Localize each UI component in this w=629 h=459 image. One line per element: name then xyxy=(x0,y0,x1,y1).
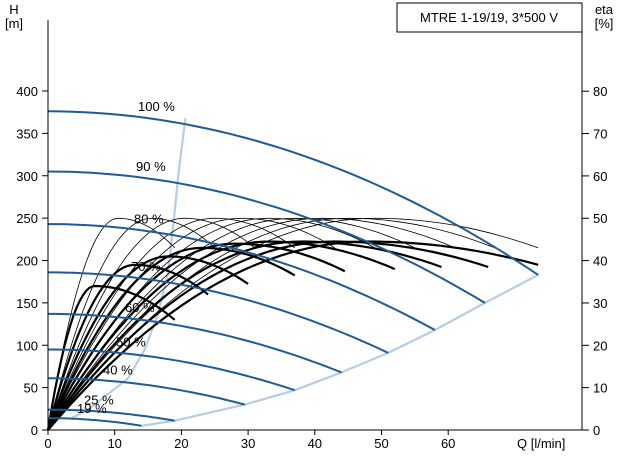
thick-efficiency-curve-9 xyxy=(47,240,539,431)
speed-label-70pct: 70 % xyxy=(131,259,161,274)
speed-label-60pct: 60 % xyxy=(125,300,155,315)
y-right-tick-label: 40 xyxy=(593,254,607,269)
y-left-tick-label: 350 xyxy=(16,126,38,141)
y-right-tick-label: 20 xyxy=(593,338,607,353)
speed-label-19pct: 19 % xyxy=(77,401,107,416)
speed-label-40pct: 40 % xyxy=(103,362,133,377)
thick-efficiency-curve-3 xyxy=(46,255,249,431)
y-left-tick-label: 250 xyxy=(16,211,38,226)
thick-efficiency-curve-8 xyxy=(47,240,489,431)
y-left-unit: [m] xyxy=(5,16,23,31)
x-axis-label: Q [l/min] xyxy=(517,436,565,451)
y-left-symbol: H xyxy=(9,2,18,17)
head-curve-90pct xyxy=(47,170,486,304)
speed-label-90pct: 90 % xyxy=(136,159,166,174)
head-curve-60pct xyxy=(48,312,342,374)
head-curve-19pct xyxy=(48,417,142,427)
thin-efficiency-curve-4 xyxy=(47,217,296,431)
y-right-tick-label: 80 xyxy=(593,84,607,99)
x-tick-label: 40 xyxy=(308,436,322,451)
thick-efficiency-curve-6 xyxy=(47,240,396,431)
y-right-tick-label: 70 xyxy=(593,127,607,142)
head-curve-80pct xyxy=(48,223,436,331)
thick-efficiency-curve-2 xyxy=(46,263,209,431)
y-right-tick-label: 50 xyxy=(593,211,607,226)
speed-label-50pct: 50 % xyxy=(116,335,146,350)
y-left-tick-label: 400 xyxy=(16,84,38,99)
curve-labels: 100 % 90 % 80 % 70 % 60 % 50 % 40 % 25 %19 % xyxy=(77,99,175,416)
x-tick-label: 20 xyxy=(174,436,188,451)
x-tick-label: 10 xyxy=(107,436,121,451)
efficiency-curves xyxy=(46,217,539,431)
head-curve-100pct xyxy=(47,110,539,276)
y-right-tick-label: 30 xyxy=(593,296,607,311)
head-curve-70pct xyxy=(48,271,389,354)
thin-efficiency-curve-5 xyxy=(47,217,336,431)
y-left-tick-label: 100 xyxy=(16,338,38,353)
y-left-tick-label: 150 xyxy=(16,296,38,311)
y-left-tick-label: 0 xyxy=(31,423,38,438)
head-curve-50pct xyxy=(48,348,296,392)
speed-label-80pct: 80 % xyxy=(134,211,164,226)
thin-efficiency-curve-8 xyxy=(47,217,456,431)
thin-efficiency-curve-1 xyxy=(47,217,175,431)
y-right-tick-label: 0 xyxy=(593,423,600,438)
speed-label-25pct: 25 % xyxy=(84,393,114,408)
thin-efficiency-curve-9 xyxy=(47,217,496,431)
y-left-tick-label: 50 xyxy=(24,381,38,396)
x-tick-label: 30 xyxy=(241,436,255,451)
tick-marks: 0 10 20 30 40 50 60 0 50 100 150 200 250 300 350 400 0 10… xyxy=(16,84,607,451)
head-curve-25pct xyxy=(48,408,175,422)
x-tick-label: 50 xyxy=(374,436,388,451)
y-left-tick-label: 200 xyxy=(16,254,38,269)
y-right-symbol: eta xyxy=(595,2,614,17)
head-curves xyxy=(47,110,539,427)
y-left-tick-label: 300 xyxy=(16,169,38,184)
x-tick-label: 60 xyxy=(441,436,455,451)
y-right-unit: [%] xyxy=(595,16,614,31)
thin-efficiency-curve-2 xyxy=(47,217,216,431)
y-right-tick-label: 10 xyxy=(593,381,607,396)
title-box xyxy=(396,2,583,33)
speed-label-100pct: 100 % xyxy=(138,99,175,114)
y-right-tick-label: 60 xyxy=(593,169,607,184)
x-tick-label: 0 xyxy=(44,436,51,451)
head-curve-40pct xyxy=(48,377,246,406)
chart-title: MTRE 1-19/19, 3*500 V xyxy=(420,10,558,25)
